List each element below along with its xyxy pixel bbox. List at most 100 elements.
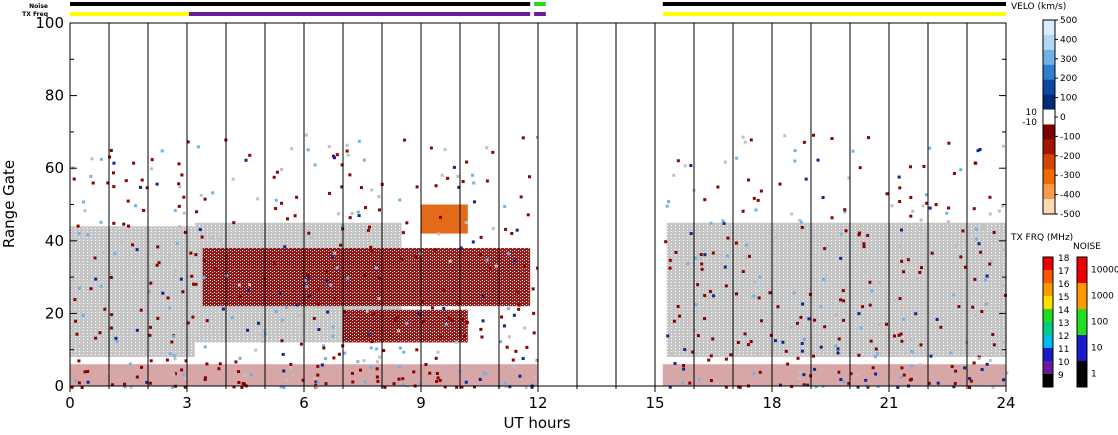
scatter-point [182, 211, 186, 215]
scatter-point [444, 323, 448, 327]
scatter-point [123, 385, 127, 389]
scatter-point [504, 227, 508, 231]
data-gap [538, 23, 663, 386]
scatter-point [131, 243, 135, 247]
scatter-point [700, 262, 704, 266]
scatter-point [272, 175, 276, 179]
scatter-point [160, 149, 164, 153]
scatter-point [345, 149, 349, 153]
scatter-point [368, 225, 372, 229]
noise-tick-label: 1 [1091, 370, 1097, 380]
scatter-point [290, 147, 294, 151]
scatter-point [293, 214, 297, 218]
scatter-point [248, 153, 252, 157]
scatter-point [935, 383, 939, 387]
scatter-point [980, 368, 984, 372]
scatter-point [776, 305, 780, 309]
txfreq-color-swatch [1043, 322, 1053, 336]
scatter-point [74, 379, 78, 383]
scatter-point [99, 284, 103, 288]
scatter-point [356, 360, 360, 364]
scatter-point [902, 317, 906, 321]
scatter-point [988, 262, 992, 266]
scatter-point [471, 173, 475, 177]
scatter-point [402, 350, 406, 354]
scatter-point [211, 191, 215, 195]
scatter-point [836, 347, 840, 351]
scatter-point [337, 352, 341, 356]
scatter-point [927, 381, 931, 385]
scatter-point [512, 365, 516, 369]
txfreq-tick-label: 18 [1058, 254, 1070, 264]
scatter-point [678, 314, 682, 318]
scatter-point [246, 288, 250, 292]
scatter-point [479, 235, 483, 239]
scatter-point [375, 375, 379, 379]
scatter-point [866, 385, 870, 389]
scatter-point [196, 145, 200, 149]
scatter-point [756, 351, 760, 355]
scatter-point [180, 368, 184, 372]
noise-colorbar-label: NOISE [1073, 242, 1101, 252]
scatter-point [909, 377, 913, 381]
scatter-point [977, 357, 981, 361]
scatter-point [316, 364, 320, 368]
scatter-point [325, 279, 329, 283]
scatter-point [297, 314, 301, 318]
scatter-point [858, 231, 862, 235]
scatter-point [928, 206, 932, 210]
scatter-point [114, 336, 118, 340]
scatter-point [443, 148, 447, 152]
scatter-point [797, 377, 801, 381]
scatter-point [842, 299, 846, 303]
scatter-point [237, 283, 241, 287]
x-tick-label: 15 [645, 394, 664, 412]
scatter-point [521, 357, 525, 361]
scatter-point [682, 367, 686, 371]
scatter-point [306, 148, 310, 152]
scatter-point [796, 356, 800, 360]
scatter-point [123, 382, 127, 386]
scatter-point [758, 275, 762, 279]
scatter-point [735, 156, 739, 160]
scatter-point [800, 342, 804, 346]
scatter-point [517, 307, 521, 311]
scatter-point [436, 376, 440, 380]
scatter-point [709, 379, 713, 383]
txfreq-tick-label: 13 [1058, 319, 1069, 329]
scatter-point [812, 354, 816, 358]
scatter-point [691, 350, 695, 354]
x-axis: 0 3 6 9 12 15 18 21 24 [65, 386, 1016, 412]
scatter-point [184, 359, 188, 363]
scatter-point [756, 198, 760, 202]
scatter-point [383, 385, 387, 389]
scatter-point [421, 300, 425, 304]
scatter-point [873, 354, 877, 358]
scatter-point [857, 233, 861, 237]
hour-gridlines [108, 23, 968, 386]
velocity-color-swatch [1043, 94, 1055, 111]
scatter-point [348, 173, 352, 177]
plot-area: 0 3 6 9 12 15 18 21 24 0 20 40 60 80 100 [35, 14, 1015, 412]
noise-tick-label: 10 [1091, 344, 1103, 354]
y-tick-label: 60 [45, 159, 64, 177]
scatter-point [795, 243, 799, 247]
scatter-point [70, 385, 74, 389]
txfreq-tick-label: 16 [1058, 280, 1070, 290]
scatter-point [834, 344, 838, 348]
scatter-point [178, 185, 182, 189]
scatter-point [821, 196, 825, 200]
scatter-point [405, 321, 409, 325]
scatter-point [778, 182, 782, 186]
scatter-point [485, 146, 489, 150]
scatter-point [930, 251, 934, 255]
y-axis-title: Range Gate [0, 160, 18, 248]
scatter-point [974, 237, 978, 241]
scatter-point [1001, 340, 1005, 344]
scatter-point [900, 228, 904, 232]
scatter-point [988, 195, 992, 199]
scatter-point [481, 294, 485, 298]
scatter-point [949, 351, 953, 355]
scatter-point [242, 382, 246, 386]
scatter-point [320, 363, 324, 367]
